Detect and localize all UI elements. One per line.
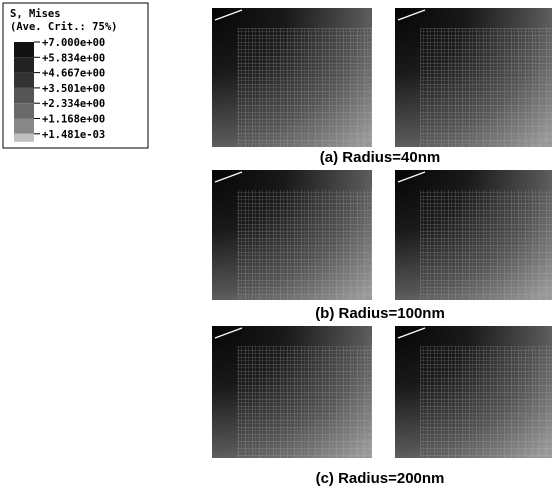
crack-tip <box>214 327 243 339</box>
legend-scale: +7.000e+00 +5.834e+00 +4.667e+00 +3.501e+00… <box>14 37 105 142</box>
legend-swatch <box>14 103 34 119</box>
crack-tip <box>397 327 426 339</box>
mesh <box>420 28 552 147</box>
crack-tip <box>214 9 243 21</box>
crack-tip <box>397 171 426 183</box>
legend-label: +3.501e+00 <box>42 83 105 95</box>
legend-subtitle: (Ave. Crit.: 75%) <box>10 21 117 33</box>
legend-swatch <box>14 87 34 104</box>
legend-label: +1.168e+00 <box>42 114 105 126</box>
caption: (c) Radius=200nm <box>316 470 445 487</box>
mesh <box>237 28 372 147</box>
legend-label: +4.667e+00 <box>42 68 105 80</box>
panels: (a) Radius=40nm (b) Radius=100nm (c) Radiu… <box>212 8 552 487</box>
caption: (a) Radius=40nm <box>320 149 440 166</box>
crack-tip <box>397 9 426 21</box>
crack-tip <box>214 171 243 183</box>
legend-swatch <box>14 118 34 134</box>
legend-title: S, Mises <box>10 8 61 20</box>
caption: (b) Radius=100nm <box>315 305 445 322</box>
legend-label: +1.481e-03 <box>42 129 105 141</box>
legend-swatch <box>14 133 34 142</box>
mesh <box>420 346 552 458</box>
legend-swatch <box>14 72 34 88</box>
mesh <box>237 346 372 458</box>
legend-label: +2.334e+00 <box>42 98 105 110</box>
mesh <box>420 190 552 300</box>
legend-label: +5.834e+00 <box>42 52 105 64</box>
legend-swatch <box>14 57 34 73</box>
legend-swatch <box>14 42 34 58</box>
legend-label: +7.000e+00 <box>42 37 105 49</box>
mesh <box>237 190 372 300</box>
